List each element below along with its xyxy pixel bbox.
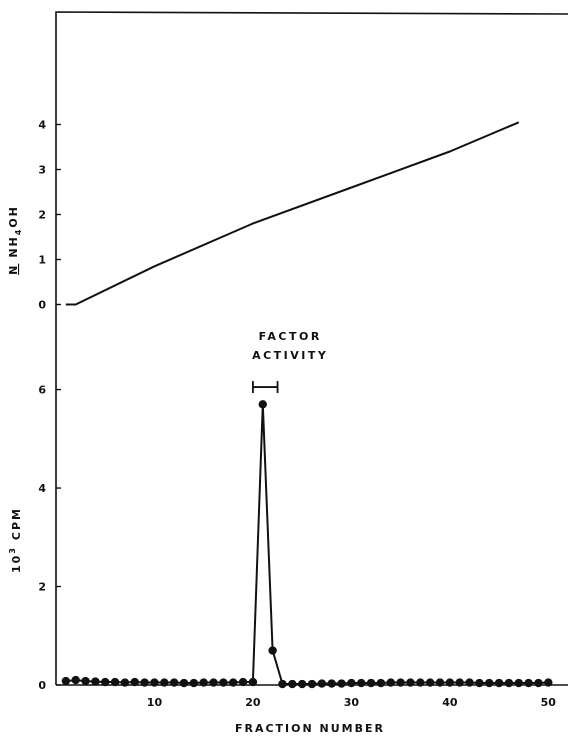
bottom-data-point-40: [445, 678, 455, 687]
bottom-data-point-29: [337, 679, 346, 688]
bottom-data-point-17: [219, 678, 228, 687]
bottom-data-point-16: [209, 678, 218, 687]
top-y-tick-label-0: 0: [38, 299, 46, 312]
bottom-y-tick-label-6: 6: [38, 384, 46, 397]
bottom-y-axis-title: 103 CPM: [8, 507, 23, 573]
bottom-y-title-base: 10: [10, 554, 23, 573]
bottom-data-point-3: [81, 676, 90, 686]
x-tick-label-30: 30: [344, 696, 360, 709]
bottom-data-point-42: [465, 678, 474, 687]
bottom-y-axis-ticks: 0 2 4 6: [38, 384, 61, 692]
bottom-data-point-44: [485, 678, 494, 688]
bottom-data-point-38: [425, 678, 435, 687]
bottom-data-point-37: [416, 678, 425, 687]
bottom-data-point-20: [248, 677, 258, 687]
x-axis-title: FRACTION NUMBER: [235, 722, 385, 735]
bottom-data-point-11: [160, 678, 169, 687]
bottom-data-point-49: [534, 678, 543, 688]
plot-frame: [55, 11, 569, 685]
bottom-data-point-26: [307, 679, 317, 689]
bottom-data-point-34: [386, 678, 395, 687]
bottom-data-point-43: [475, 678, 484, 688]
bottom-data-point-39: [435, 678, 445, 687]
top-y-axis-ticks: 0 1 2 3 4: [38, 119, 61, 312]
bottom-data-point-2: [71, 675, 80, 685]
bottom-y-tick-label-0: 0: [38, 679, 46, 692]
bottom-data-point-28: [327, 679, 336, 688]
annotation-line-2: ACTIVITY: [252, 349, 328, 362]
bottom-data-point-27: [317, 679, 327, 688]
bottom-y-title-unit: CPM: [10, 507, 23, 540]
bottom-data-point-50: [544, 678, 553, 687]
bottom-data-point-18: [229, 678, 238, 687]
bottom-data-point-35: [396, 678, 405, 687]
bottom-data-point-14: [189, 678, 199, 688]
top-series-line-0: [65, 121, 520, 306]
bottom-y-title-sup: 3: [8, 546, 17, 554]
bottom-data-point-6: [110, 677, 120, 687]
bottom-data-point-23: [278, 679, 287, 689]
bottom-series-line-0: [65, 403, 549, 685]
bottom-data-point-1: [61, 676, 71, 686]
top-y-axis-title: N NH4OH: [7, 205, 23, 275]
bottom-data-point-12: [169, 678, 179, 687]
x-tick-label-10: 10: [147, 696, 163, 709]
x-tick-label-40: 40: [442, 696, 458, 709]
bottom-data-point-31: [357, 678, 366, 688]
top-series: [65, 121, 520, 306]
bottom-data-point-24: [288, 679, 297, 689]
top-y-tick-label-2: 2: [38, 209, 46, 222]
top-y-title-sub: 4: [14, 228, 23, 236]
top-y-title-normal: N: [7, 264, 20, 275]
bottom-data-point-19: [238, 677, 248, 687]
factor-activity-annotation: FACTOR ACTIVITY: [252, 330, 328, 394]
top-y-tick-label-1: 1: [38, 254, 46, 267]
bottom-data-point-4: [91, 677, 100, 686]
bottom-data-point-48: [524, 678, 533, 688]
bottom-data-point-47: [514, 678, 523, 688]
bottom-data-point-30: [347, 678, 356, 688]
top-y-tick-label-4: 4: [38, 119, 46, 132]
bottom-data-point-21: [258, 400, 267, 409]
bottom-data-point-8: [130, 677, 139, 687]
bottom-y-tick-label-2: 2: [38, 581, 46, 594]
bottom-series: [61, 400, 553, 689]
bottom-data-point-7: [120, 678, 130, 687]
top-y-title-oh: OH: [7, 205, 20, 228]
bottom-y-tick-label-4: 4: [38, 482, 46, 495]
bottom-data-point-36: [406, 678, 415, 687]
bottom-data-point-10: [150, 678, 159, 687]
annotation-line-1: FACTOR: [259, 330, 322, 343]
bottom-data-point-32: [366, 678, 376, 688]
bottom-data-point-9: [140, 678, 149, 687]
top-y-tick-label-3: 3: [38, 164, 46, 177]
bottom-data-point-41: [455, 678, 464, 687]
bottom-data-point-22: [268, 646, 277, 655]
x-tick-label-50: 50: [541, 696, 557, 709]
bottom-data-point-46: [504, 678, 514, 688]
bottom-data-point-13: [179, 678, 189, 688]
bottom-data-point-15: [199, 678, 208, 687]
bottom-data-point-45: [494, 678, 504, 688]
bottom-data-point-5: [101, 677, 110, 687]
x-tick-label-20: 20: [245, 696, 261, 709]
bottom-data-point-33: [376, 678, 386, 688]
bottom-data-point-25: [297, 679, 307, 689]
top-y-title-nh: NH: [7, 235, 20, 257]
